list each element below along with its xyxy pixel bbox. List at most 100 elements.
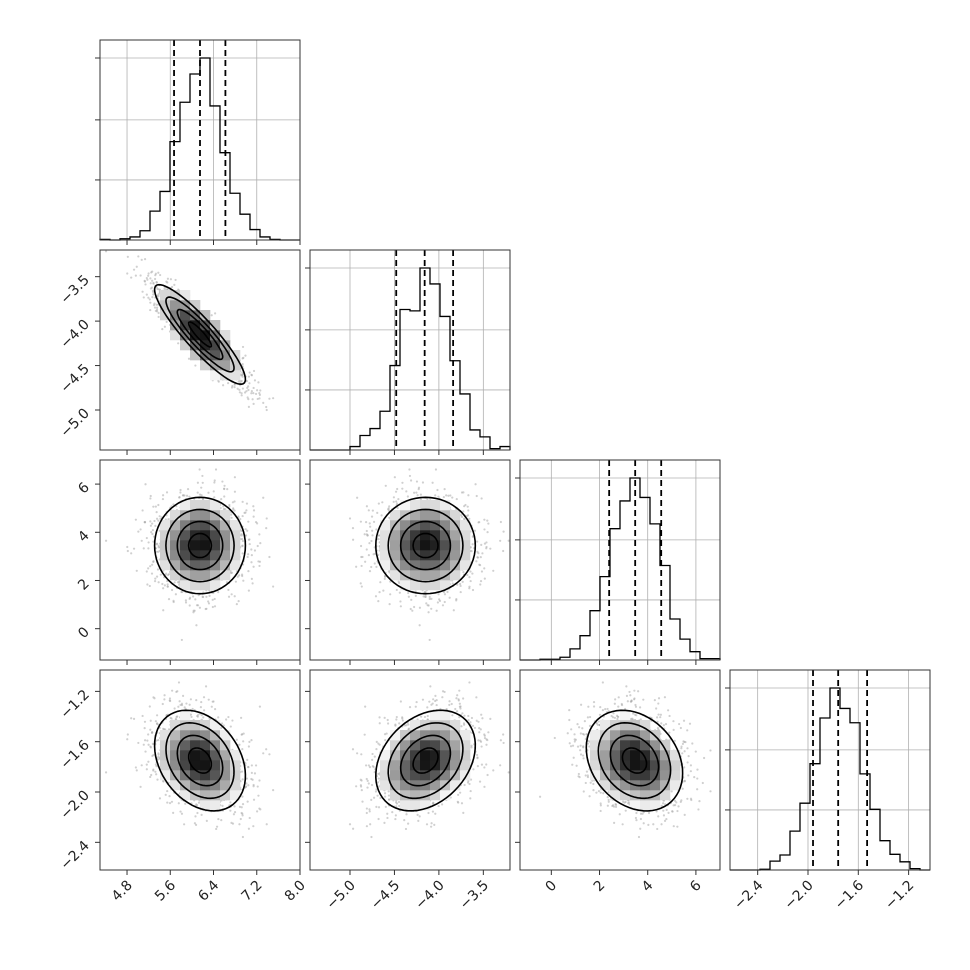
contour-line (165, 296, 235, 373)
scatter-point (184, 601, 188, 604)
scatter-point (368, 522, 371, 525)
density-bin (180, 310, 191, 321)
scatter-point (178, 495, 181, 499)
scatter-point (392, 496, 395, 499)
scatter-point (383, 577, 386, 580)
scatter-point (398, 581, 401, 585)
histogram-panel (725, 669, 931, 871)
scatter-point (507, 539, 510, 542)
density-bin (190, 500, 201, 511)
density-bin (170, 530, 181, 541)
scatter-point (157, 544, 160, 547)
contour-line (187, 532, 213, 559)
density-bin (170, 510, 181, 521)
scatter-point (240, 394, 243, 397)
scatter-point (243, 391, 247, 394)
density-bin (190, 570, 201, 581)
scatter-point (148, 584, 151, 588)
scatter-point (212, 490, 215, 493)
scatter-point (162, 609, 165, 612)
panel-frame (519, 459, 721, 661)
scatter-point (436, 601, 439, 604)
scatter-point (210, 314, 213, 317)
scatter-point (462, 510, 465, 513)
scatter-point (492, 569, 495, 572)
scatter-point (413, 491, 416, 494)
scatter-point (179, 488, 182, 492)
scatter-point (207, 491, 210, 494)
scatter-point (195, 624, 198, 627)
scatter-point (272, 585, 275, 588)
scatter-point (201, 474, 204, 478)
scatter-point (483, 577, 486, 580)
scatter-point (141, 509, 144, 512)
scatter-point (478, 520, 481, 524)
scatter-point (213, 479, 216, 482)
scatter-point (155, 542, 159, 545)
scatter-point (241, 500, 244, 503)
scatter-point (165, 320, 168, 324)
scatter-point (152, 293, 155, 296)
scatter-point (237, 380, 240, 383)
scatter-point (178, 583, 181, 586)
scatter-point (236, 387, 239, 390)
scatter-point (394, 490, 398, 493)
panel-frame (729, 669, 931, 871)
scatter-point (172, 503, 175, 506)
scatter-point (165, 572, 168, 575)
scatter-point (241, 539, 245, 543)
scatter-point (194, 598, 197, 601)
scatter-point (431, 481, 434, 484)
density-bin (160, 530, 171, 541)
scatter-point (149, 524, 152, 527)
density-bin (420, 570, 431, 581)
scatter-point (230, 513, 233, 516)
scatter-point (476, 550, 479, 553)
scatter-point (359, 582, 362, 585)
scatter-point (241, 514, 244, 518)
scatter-point (370, 539, 373, 543)
scatter-point (174, 593, 177, 596)
density-bin (200, 360, 211, 371)
scatter-point (245, 509, 248, 512)
density-bin (170, 320, 181, 331)
density-bin (170, 540, 181, 551)
scatter-point (157, 519, 160, 522)
scatter-point (237, 515, 240, 518)
scatter-point (499, 520, 502, 524)
scatter-point (214, 468, 218, 471)
scatter-point (408, 474, 412, 478)
scatter-point (388, 603, 391, 606)
scatter-point (411, 609, 414, 612)
scatter-point (134, 274, 137, 277)
scatter-point (461, 580, 464, 583)
density-bin (210, 570, 221, 581)
scatter-point (230, 386, 234, 389)
scatter-point (268, 397, 271, 400)
scatter-point (253, 379, 257, 382)
scatter-point (230, 516, 233, 519)
scatter-point (241, 363, 244, 366)
density-bin (200, 560, 211, 571)
scatter-point (227, 588, 230, 592)
scatter-point (248, 542, 251, 546)
scatter-point (246, 396, 249, 399)
density-bin (180, 520, 191, 531)
scatter-point (455, 599, 458, 602)
scatter-point (470, 550, 473, 553)
scatter-point (181, 494, 185, 497)
scatter-point (228, 505, 231, 508)
scatter-point (246, 555, 249, 559)
scatter-point (449, 494, 452, 497)
density-bin (200, 320, 211, 331)
density-bin (190, 300, 201, 311)
scatter-point (241, 375, 244, 378)
scatter-point (377, 600, 380, 603)
scatter-point (462, 517, 466, 520)
density-bin (220, 550, 231, 561)
scatter-point (451, 496, 454, 499)
scatter-point (262, 401, 265, 404)
scatter-point (373, 562, 376, 565)
scatter-point (207, 600, 210, 603)
